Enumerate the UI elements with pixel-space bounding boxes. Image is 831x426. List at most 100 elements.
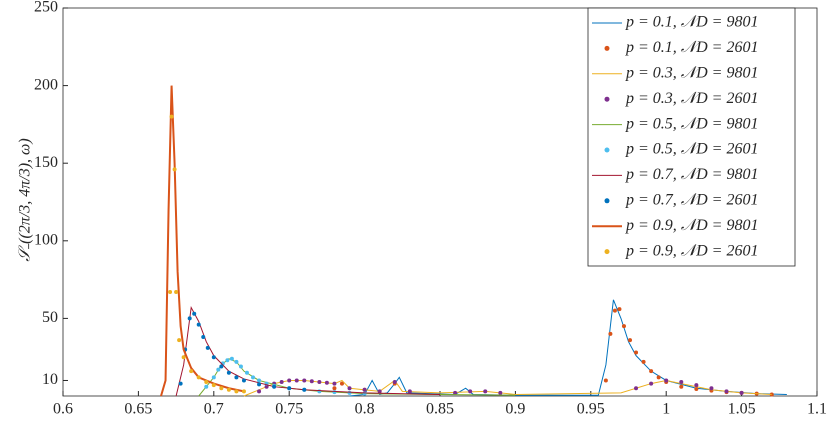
series-point xyxy=(168,290,173,295)
series-point xyxy=(309,379,314,384)
x-tick-label: 0.65 xyxy=(124,401,152,418)
series-point xyxy=(608,331,613,336)
x-tick-label: 1.05 xyxy=(728,401,756,418)
x-tick-label: 1 xyxy=(662,401,670,418)
series-line xyxy=(243,379,772,397)
legend-symbol xyxy=(604,45,610,51)
y-tick-label: 50 xyxy=(42,309,58,326)
series-point xyxy=(192,311,197,316)
legend-label: p = 0.3, 𝒩D = 2601 xyxy=(625,90,758,107)
legend-box xyxy=(587,7,796,267)
series-point xyxy=(178,381,183,386)
series-point xyxy=(392,380,397,385)
x-tick-label: 0.8 xyxy=(355,401,375,418)
series-point xyxy=(225,358,230,363)
series-point xyxy=(709,386,714,391)
series-point xyxy=(664,378,669,383)
legend-label: p = 0.9, 𝒩D = 9801 xyxy=(625,217,758,234)
series-point xyxy=(679,380,684,385)
y-tick-label: 150 xyxy=(34,154,58,171)
x-tick-label: 0.85 xyxy=(426,401,454,418)
series-point xyxy=(211,383,216,388)
series-point xyxy=(407,389,412,394)
series-point xyxy=(251,375,256,380)
series-point xyxy=(612,308,617,313)
x-tick-label: 1.1 xyxy=(807,401,827,418)
series-point xyxy=(257,378,262,383)
series-point xyxy=(498,390,503,395)
series-point xyxy=(649,381,654,386)
legend-symbol xyxy=(604,198,610,204)
series-point xyxy=(302,378,307,383)
series-point xyxy=(656,375,661,380)
series-point xyxy=(257,389,262,394)
series-point xyxy=(679,384,684,389)
legend-label: p = 0.7, 𝒩D = 2601 xyxy=(625,191,758,208)
series-point xyxy=(204,380,209,385)
series-point xyxy=(483,389,488,394)
series-point xyxy=(347,386,352,391)
legend: p = 0.1, 𝒩D = 9801 p = 0.1, 𝒩D = 2601 p = … xyxy=(587,7,796,267)
legend-label: p = 0.9, 𝒩D = 2601 xyxy=(625,242,758,259)
series-point xyxy=(234,359,239,364)
series-point xyxy=(302,387,307,392)
y-axis-label: 𝒮₋((2π/3, 4π/3), ω) xyxy=(17,138,34,261)
legend-label: p = 0.3, 𝒩D = 9801 xyxy=(625,64,758,81)
series-point xyxy=(264,384,269,389)
series-point xyxy=(241,389,246,394)
series-point xyxy=(739,390,744,395)
x-tick-label: 0.9 xyxy=(505,401,525,418)
series-point xyxy=(634,350,639,355)
legend-label: p = 0.7, 𝒩D = 9801 xyxy=(625,166,758,183)
series-point xyxy=(272,384,277,389)
series-point xyxy=(628,338,633,343)
series-point xyxy=(377,389,382,394)
x-tick-label: 0.6 xyxy=(53,401,73,418)
series-point xyxy=(617,307,622,312)
series-point xyxy=(317,380,322,385)
series-point xyxy=(174,290,179,295)
series-point xyxy=(362,387,367,392)
legend-label: p = 0.1, 𝒩D = 9801 xyxy=(625,14,758,31)
series-point xyxy=(189,369,194,374)
legend-symbol xyxy=(604,249,610,255)
legend-symbol xyxy=(604,147,610,153)
series-point xyxy=(468,389,473,394)
series-point xyxy=(219,386,224,391)
series-point xyxy=(634,386,639,391)
series-point xyxy=(339,381,344,386)
series-point xyxy=(187,316,192,321)
legend-label: p = 0.1, 𝒩D = 2601 xyxy=(625,39,758,56)
series-point xyxy=(238,364,243,369)
series-point xyxy=(332,386,337,391)
series-point xyxy=(649,369,654,374)
series-point xyxy=(332,390,337,395)
series-point xyxy=(641,359,646,364)
series-point xyxy=(219,364,224,369)
series-point xyxy=(694,383,699,388)
series-point xyxy=(317,389,322,394)
series-point xyxy=(287,386,292,391)
series-point xyxy=(196,375,201,380)
legend-label: p = 0.5, 𝒩D = 2601 xyxy=(625,141,758,158)
x-tick-label: 0.7 xyxy=(204,401,224,418)
series-point xyxy=(621,324,626,329)
series-point xyxy=(324,380,329,385)
series-point xyxy=(177,338,182,343)
series-point xyxy=(603,378,608,383)
series-point xyxy=(279,380,284,385)
series-point xyxy=(694,387,699,392)
series-point xyxy=(347,390,352,395)
series-point xyxy=(234,375,239,380)
series-point xyxy=(216,367,221,372)
x-tick-label: 0.75 xyxy=(275,401,303,418)
series-point xyxy=(181,355,186,360)
series-point xyxy=(211,355,216,360)
y-tick-label: 200 xyxy=(34,76,58,93)
series-point xyxy=(287,378,292,383)
series-point xyxy=(169,114,174,119)
series-point xyxy=(201,335,206,340)
legend-label: p = 0.5, 𝒩D = 9801 xyxy=(625,115,758,132)
series-point xyxy=(234,389,239,394)
